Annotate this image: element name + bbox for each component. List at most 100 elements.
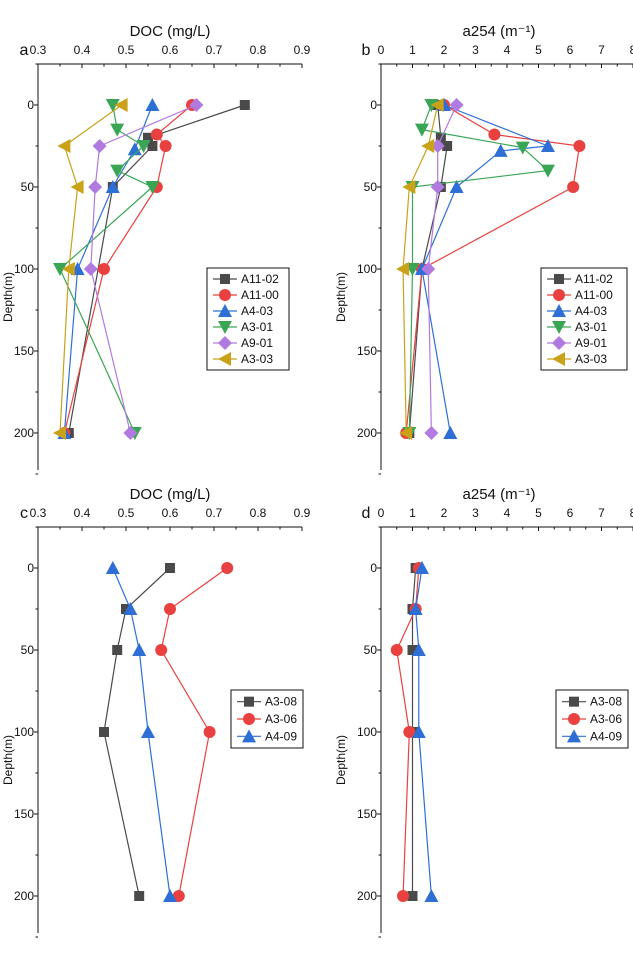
data-point [540, 164, 555, 178]
data-point [397, 890, 410, 902]
data-point [61, 262, 75, 276]
data-point [155, 644, 168, 656]
x-tick-label: 7 [598, 506, 605, 520]
data-point [488, 128, 501, 141]
x-tick-label: 4 [504, 43, 511, 57]
data-point [134, 891, 145, 901]
x-axis-title: a254 (m⁻¹) [463, 23, 536, 40]
panel-label: a [20, 42, 29, 59]
data-point [573, 140, 586, 152]
legend-label: A3-01 [241, 320, 273, 334]
legend-label: A3-01 [575, 320, 607, 334]
legend-box [540, 267, 628, 371]
data-point [99, 727, 109, 737]
y-axis-title: Depth(m) [334, 735, 348, 785]
legend-marker [218, 304, 232, 317]
data-point [449, 180, 464, 193]
legend-label: A3-03 [575, 352, 607, 366]
legend-marker [552, 336, 566, 350]
panel-label: b [362, 42, 371, 59]
data-point [402, 180, 416, 194]
data-point [189, 98, 204, 112]
series-line [405, 104, 581, 434]
data-point [515, 141, 530, 155]
data-point [540, 139, 555, 152]
x-tick-label: 3 [472, 43, 479, 57]
x-tick-label: 0 [378, 43, 385, 57]
data-point [114, 98, 128, 112]
data-point [399, 426, 413, 440]
data-point [123, 602, 138, 615]
panel-b: 0 1 2 3 4 5 6 7 8 0 50 100 150 200 b a254 (m⁻¹) Depth(m)… [334, 23, 633, 475]
y-tick-label: 100 [14, 725, 34, 739]
x-tick-label: 3 [472, 506, 479, 520]
panel-label: c [20, 505, 28, 522]
x-tick-label: 5 [535, 506, 542, 520]
data-point [145, 98, 160, 111]
data-point [121, 604, 131, 614]
x-tick-label: 0.8 [250, 43, 267, 57]
data-point [83, 262, 98, 276]
series-A3-08 [99, 563, 175, 901]
data-point [493, 143, 508, 157]
x-axis-title: DOC (mg/L) [130, 23, 211, 40]
data-point [88, 180, 103, 194]
x-tick-label: 0.3 [30, 43, 47, 57]
x-tick-label: 0 [378, 506, 385, 520]
x-tick-label: 7 [598, 43, 605, 57]
data-point [110, 123, 125, 137]
x-tick-label: 1 [409, 506, 416, 520]
x-tick-label: 0.6 [162, 43, 179, 57]
y-tick-label: 150 [14, 344, 34, 358]
y-tick-label: 200 [357, 426, 377, 440]
data-point [112, 645, 123, 655]
x-axis-title: DOC (mg/L) [130, 486, 211, 503]
legend-label: A11-02 [241, 272, 279, 286]
data-point [203, 726, 216, 738]
legend-label: A3-06 [590, 712, 622, 726]
data-point [430, 98, 444, 112]
series-line [160, 567, 228, 897]
y-tick-label: 50 [364, 180, 378, 194]
legend-marker [242, 729, 256, 743]
x-tick-label: 6 [567, 506, 574, 520]
y-tick-label: 0 [370, 98, 377, 112]
data-point [408, 602, 423, 615]
legend-marker [218, 321, 232, 334]
legend-label: A3-03 [241, 352, 273, 366]
y-tick-label: 200 [357, 889, 377, 903]
y-tick-label: 50 [364, 643, 378, 657]
data-point [414, 561, 429, 574]
data-point [411, 725, 426, 738]
data-point [110, 164, 125, 178]
legend-label: A3-08 [265, 695, 297, 709]
data-point [150, 128, 163, 141]
y-tick-label: 150 [14, 807, 34, 821]
legend-label: A11-00 [575, 288, 613, 302]
x-tick-label: 6 [567, 43, 574, 57]
data-point [239, 100, 250, 110]
x-tick-label: 0.9 [294, 43, 311, 57]
data-point [123, 426, 138, 440]
data-point [132, 643, 147, 656]
data-point [172, 890, 185, 902]
panel-d: 0 1 2 3 4 5 6 7 8 0 50 100 150 200 d a254 (m⁻¹) Depth(m)… [334, 486, 633, 938]
data-point [414, 123, 429, 137]
x-tick-label: 8 [630, 506, 633, 520]
legend-marker [218, 352, 231, 366]
legend-marker [552, 321, 566, 334]
legend-marker [552, 352, 565, 366]
data-point [430, 180, 445, 194]
legend-marker [244, 696, 254, 707]
legend: A11-02 A11-00 A4-03 A3-01 A9-01 A3-03 [540, 267, 628, 371]
legend-label: A9-01 [241, 336, 273, 350]
data-point [164, 603, 176, 615]
data-point [159, 140, 172, 152]
x-tick-label: 0.8 [250, 506, 267, 520]
data-point [165, 563, 175, 573]
x-tick-label: 2 [441, 506, 448, 520]
x-tick-label: 0.5 [118, 506, 135, 520]
series-line [63, 104, 193, 434]
legend-marker [568, 713, 580, 725]
legend-marker [554, 274, 564, 284]
